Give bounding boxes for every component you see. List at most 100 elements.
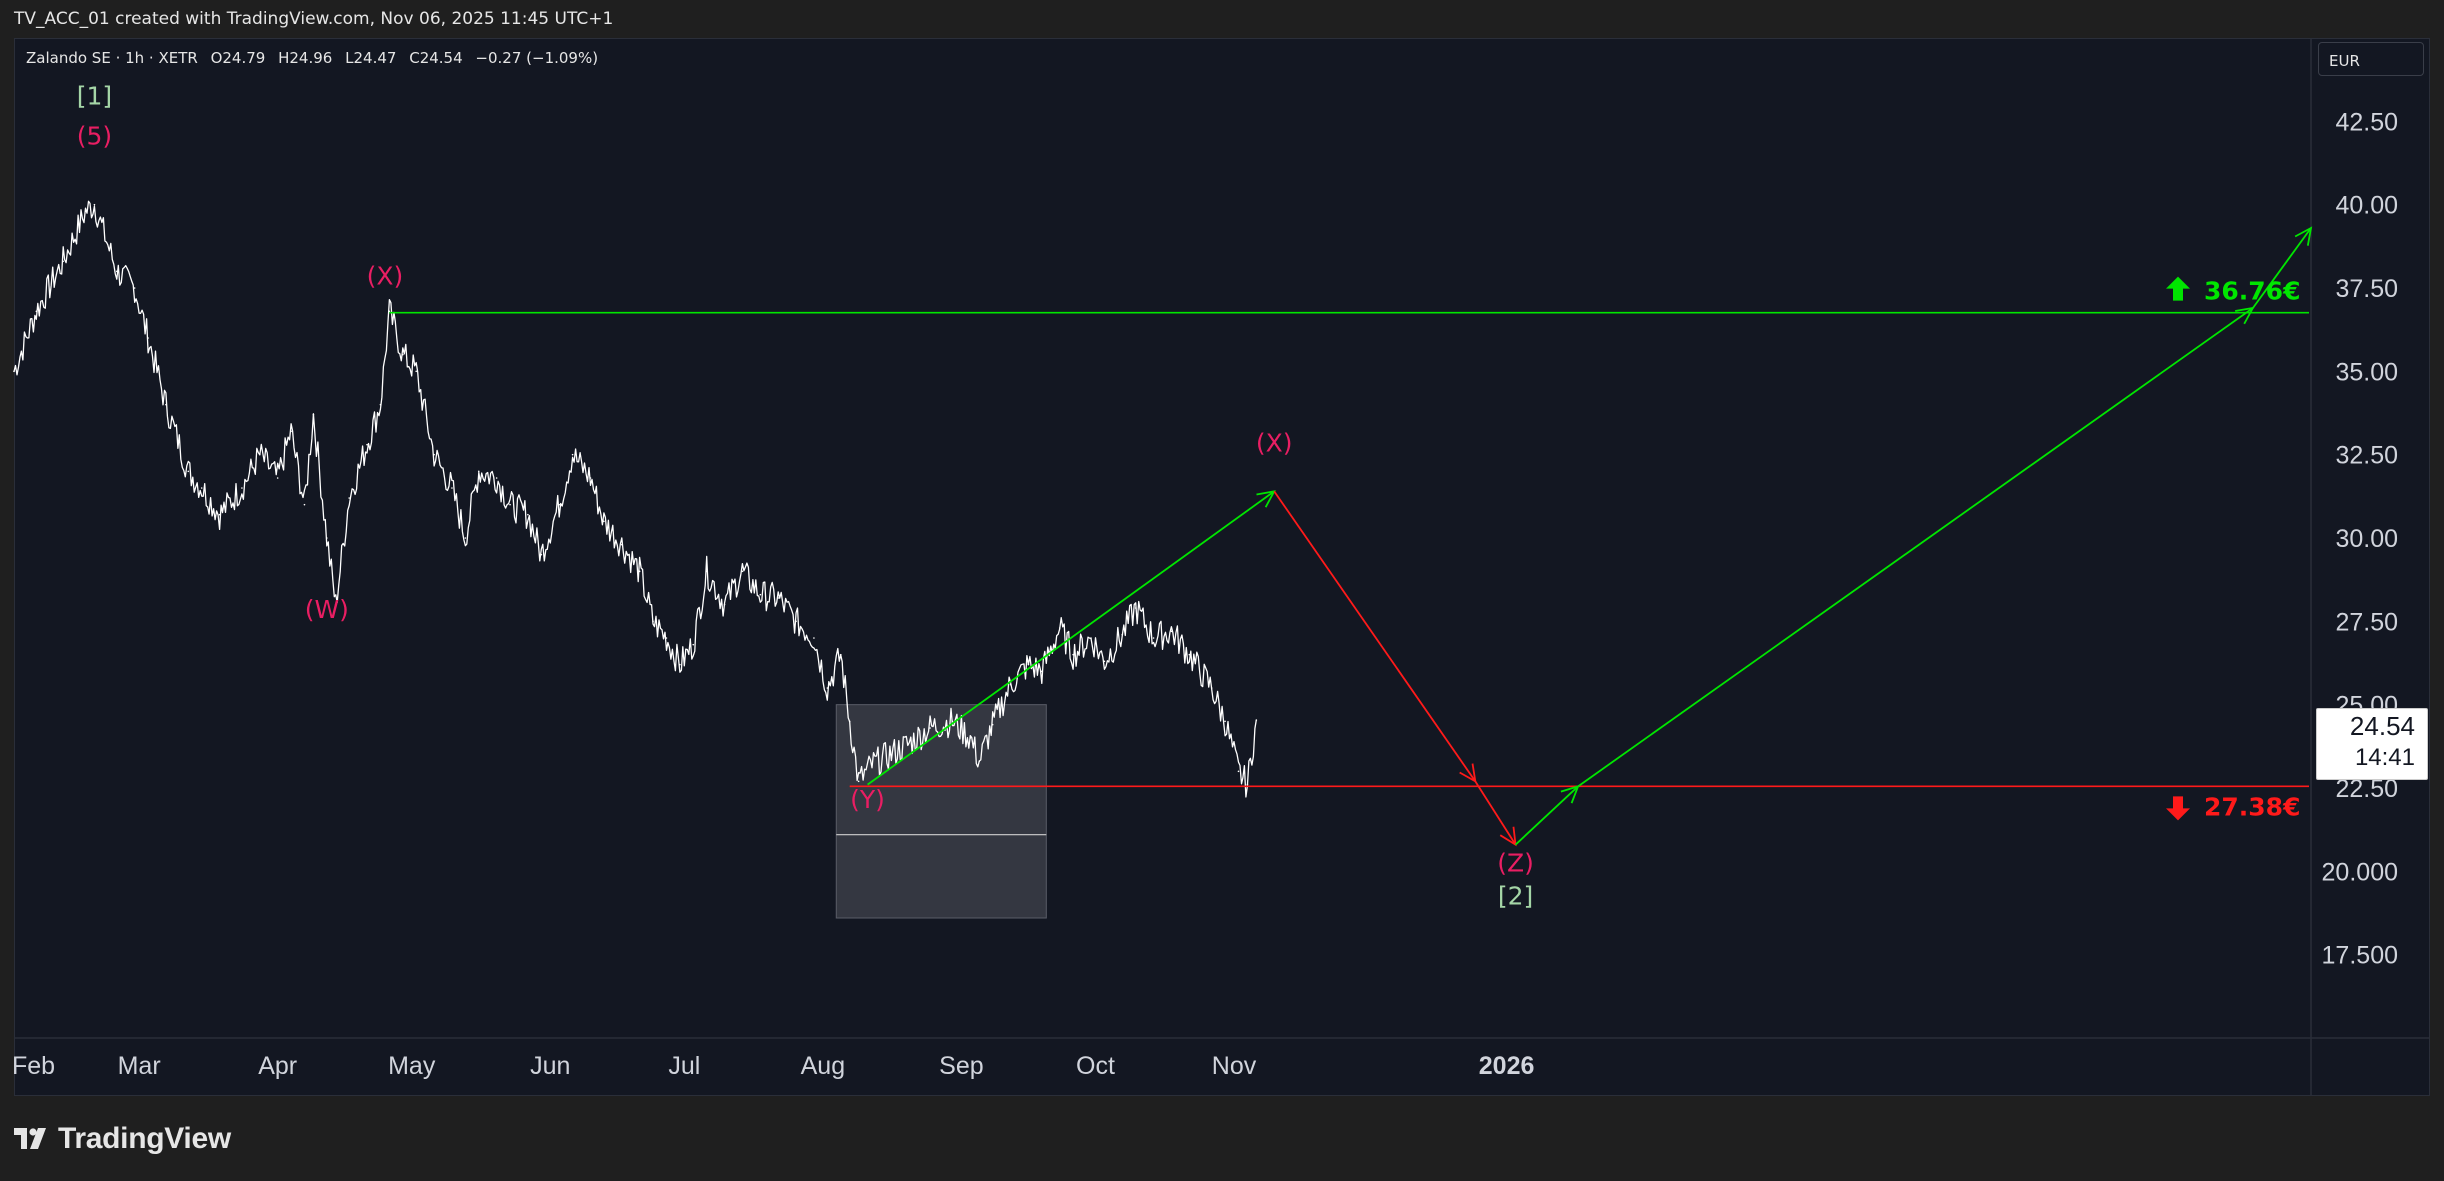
price-point-28 — [464, 537, 467, 539]
wave-label-2: (X) — [367, 262, 404, 291]
price-point-32 — [527, 513, 529, 516]
price-point-58 — [929, 727, 931, 729]
tradingview-icon — [14, 1128, 46, 1149]
price-point-5 — [115, 270, 118, 273]
price-point-74 — [1188, 653, 1191, 656]
x-tick-label: May — [388, 1052, 436, 1080]
currency-selector[interactable]: EUR — [2318, 42, 2424, 76]
price-point-6 — [133, 287, 136, 289]
price-point-71 — [1134, 607, 1137, 609]
wave-label-7: [2] — [1498, 882, 1533, 911]
ohlc-open: O24.79 — [210, 49, 266, 67]
price-point-42 — [679, 663, 681, 666]
ohlc-high: H24.96 — [278, 49, 333, 67]
price-point-39 — [638, 570, 641, 573]
symbol-name[interactable]: Zalando SE · 1h · XETR — [26, 49, 198, 67]
price-point-55 — [871, 763, 873, 766]
price-point-38 — [620, 543, 623, 546]
projection-line-5 — [2252, 227, 2312, 309]
price-point-1 — [35, 310, 38, 313]
y-tick-label: 35.00 — [2335, 358, 2398, 386]
tradingview-logo[interactable]: TradingView — [14, 1122, 231, 1156]
price-point-15 — [290, 430, 292, 433]
last-price: 24.54 — [2349, 711, 2415, 741]
price-point-44 — [705, 570, 708, 573]
price-point-27 — [451, 487, 453, 489]
projection-line-2 — [1474, 780, 1517, 846]
price-point-56 — [889, 753, 891, 756]
price-point-3 — [84, 210, 87, 213]
y-tick-label: 20.000 — [2322, 858, 2398, 886]
price-point-66 — [1058, 627, 1061, 629]
price-point-67 — [1072, 653, 1074, 656]
price-point-35 — [571, 453, 574, 456]
price-point-26 — [433, 453, 435, 456]
price-point-63 — [1009, 683, 1012, 686]
projection-line-0 — [867, 490, 1275, 786]
wave-label-3: (W) — [305, 595, 349, 624]
price-point-69 — [1103, 660, 1106, 663]
price-point-53 — [848, 720, 851, 723]
price-point-11 — [218, 513, 221, 516]
price-line — [13, 200, 1257, 798]
price-point-23 — [388, 310, 391, 313]
price-point-25 — [415, 370, 417, 373]
price-point-2 — [62, 260, 64, 263]
projection-line-1 — [1273, 490, 1477, 782]
projection-arrowhead-5 — [2294, 226, 2313, 246]
bar-countdown: 14:41 — [2354, 744, 2415, 771]
top-bar: TV_ACC_01 created with TradingView.com, … — [0, 0, 2444, 38]
price-point-70 — [1121, 633, 1124, 636]
x-tick-label: Feb — [12, 1052, 55, 1080]
y-tick-label: 32.50 — [2335, 442, 2398, 470]
price-point-21 — [366, 443, 368, 446]
price-point-17 — [312, 413, 315, 416]
price-point-48 — [777, 597, 779, 599]
last-price-label: 24.54 14:41 — [2316, 708, 2428, 780]
price-point-50 — [813, 637, 815, 639]
price-point-79 — [1255, 719, 1258, 721]
range-box — [835, 704, 1047, 919]
price-point-33 — [540, 553, 543, 556]
price-point-62 — [991, 723, 994, 726]
level-down-arrow-icon — [2166, 796, 2190, 821]
price-point-64 — [1027, 663, 1030, 666]
price-point-77 — [1237, 770, 1240, 773]
price-point-37 — [603, 520, 605, 523]
price-point-14 — [276, 477, 279, 479]
price-point-49 — [795, 620, 797, 623]
price-point-8 — [165, 403, 167, 406]
price-point-76 — [1224, 720, 1226, 723]
price-point-47 — [759, 593, 762, 596]
price-point-68 — [1090, 637, 1092, 639]
price-point-40 — [652, 620, 654, 623]
wave-label-0: [1] — [77, 82, 112, 111]
level-up-arrow-icon — [2166, 276, 2190, 301]
price-point-43 — [692, 643, 695, 646]
snapshot-title: TV_ACC_01 created with TradingView.com, … — [14, 9, 614, 29]
y-tick-label: 40.00 — [2335, 192, 2398, 220]
price-point-0 — [13, 370, 15, 373]
price-point-4 — [93, 203, 96, 206]
price-point-45 — [723, 603, 726, 606]
price-point-61 — [978, 760, 981, 763]
price-point-57 — [906, 743, 909, 746]
price-point-9 — [187, 470, 190, 473]
ohlc-close: C24.54 — [409, 49, 463, 67]
x-tick-label: Apr — [258, 1052, 297, 1080]
price-point-10 — [200, 487, 203, 489]
x-tick-label: Oct — [1076, 1052, 1115, 1080]
chart-panel[interactable] — [14, 38, 2430, 1096]
price-point-29 — [477, 470, 480, 473]
wave-label-6: (Z) — [1497, 848, 1534, 877]
price-point-20 — [348, 497, 350, 499]
price-point-78 — [1246, 783, 1249, 786]
price-point-30 — [495, 477, 498, 479]
projection-line-3 — [1514, 785, 1579, 846]
price-change: −0.27 (−1.09%) — [475, 49, 599, 67]
price-point-34 — [558, 503, 561, 506]
price-point-72 — [1152, 637, 1155, 639]
price-point-65 — [1041, 670, 1043, 673]
x-tick-label: Sep — [939, 1052, 983, 1080]
